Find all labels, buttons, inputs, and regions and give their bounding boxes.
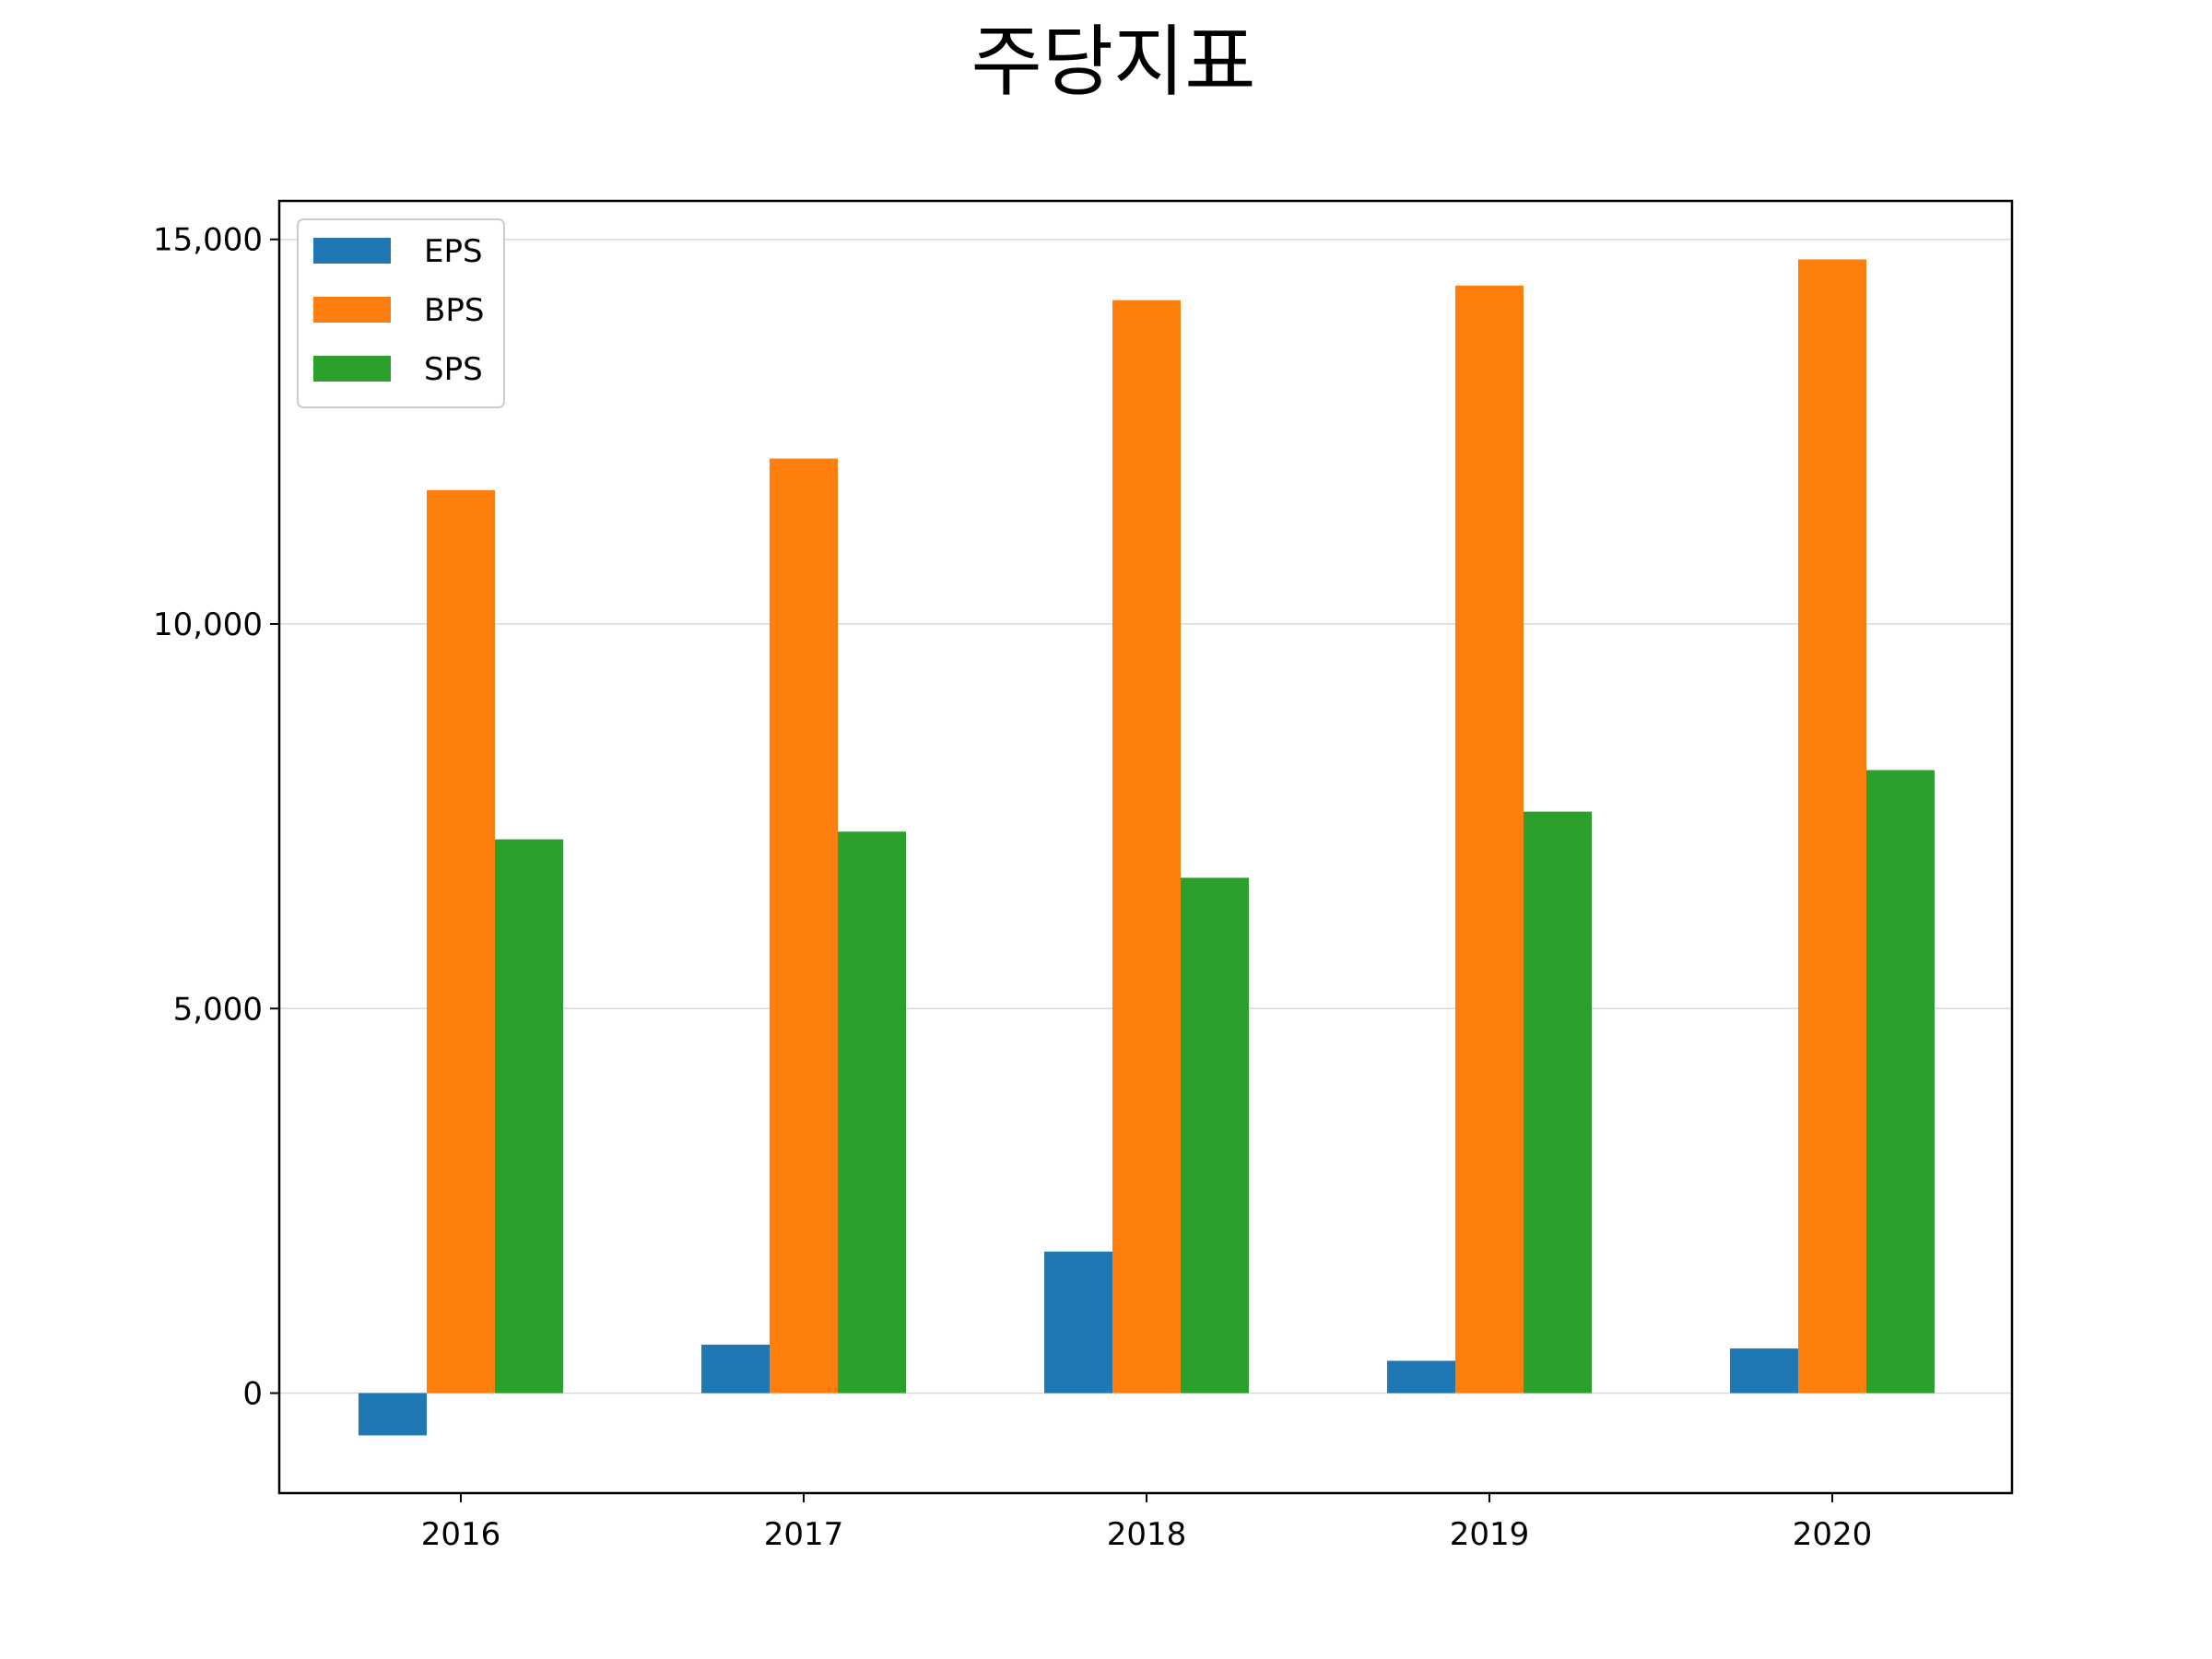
y-tick-label: 5,000 bbox=[173, 991, 263, 1028]
x-axis: 2016 2017 2018 2019 2020 bbox=[421, 1493, 1873, 1553]
bars bbox=[359, 259, 1935, 1436]
bar-sps-2018 bbox=[1181, 877, 1249, 1394]
bar-sps-2017 bbox=[838, 831, 906, 1394]
legend-swatch-bps bbox=[313, 297, 391, 323]
y-tick-label: 0 bbox=[242, 1376, 263, 1413]
x-tick-label: 2016 bbox=[421, 1516, 501, 1553]
y-tick-label: 10,000 bbox=[153, 606, 263, 643]
x-tick-label: 2018 bbox=[1107, 1516, 1187, 1553]
bar-sps-2019 bbox=[1524, 811, 1592, 1394]
legend-swatch-eps bbox=[313, 238, 391, 264]
bar-eps-2019 bbox=[1387, 1360, 1455, 1394]
bar-eps-2018 bbox=[1044, 1251, 1112, 1394]
y-axis: 0 5,000 10,000 15,000 bbox=[153, 222, 279, 1413]
y-tick-label: 15,000 bbox=[153, 222, 263, 259]
bar-bps-2019 bbox=[1455, 285, 1524, 1394]
legend-label-sps: SPS bbox=[424, 351, 483, 388]
bar-sps-2020 bbox=[1866, 770, 1935, 1394]
x-tick-label: 2020 bbox=[1793, 1516, 1873, 1553]
bar-bps-2017 bbox=[770, 458, 838, 1394]
legend-label-eps: EPS bbox=[424, 233, 483, 270]
bar-bps-2018 bbox=[1112, 300, 1181, 1394]
bar-eps-2016 bbox=[359, 1393, 427, 1436]
bar-bps-2016 bbox=[427, 489, 495, 1394]
x-tick-label: 2019 bbox=[1450, 1516, 1530, 1553]
legend-label-bps: BPS bbox=[424, 292, 484, 329]
bar-eps-2017 bbox=[701, 1344, 770, 1394]
bar-sps-2016 bbox=[495, 839, 563, 1394]
bar-eps-2020 bbox=[1730, 1348, 1798, 1394]
legend: EPS BPS SPS bbox=[297, 218, 505, 408]
bar-bps-2020 bbox=[1798, 259, 1866, 1394]
legend-swatch-sps bbox=[313, 356, 391, 382]
chart-title: 주당지표 bbox=[971, 17, 1255, 107]
x-tick-label: 2017 bbox=[764, 1516, 844, 1553]
